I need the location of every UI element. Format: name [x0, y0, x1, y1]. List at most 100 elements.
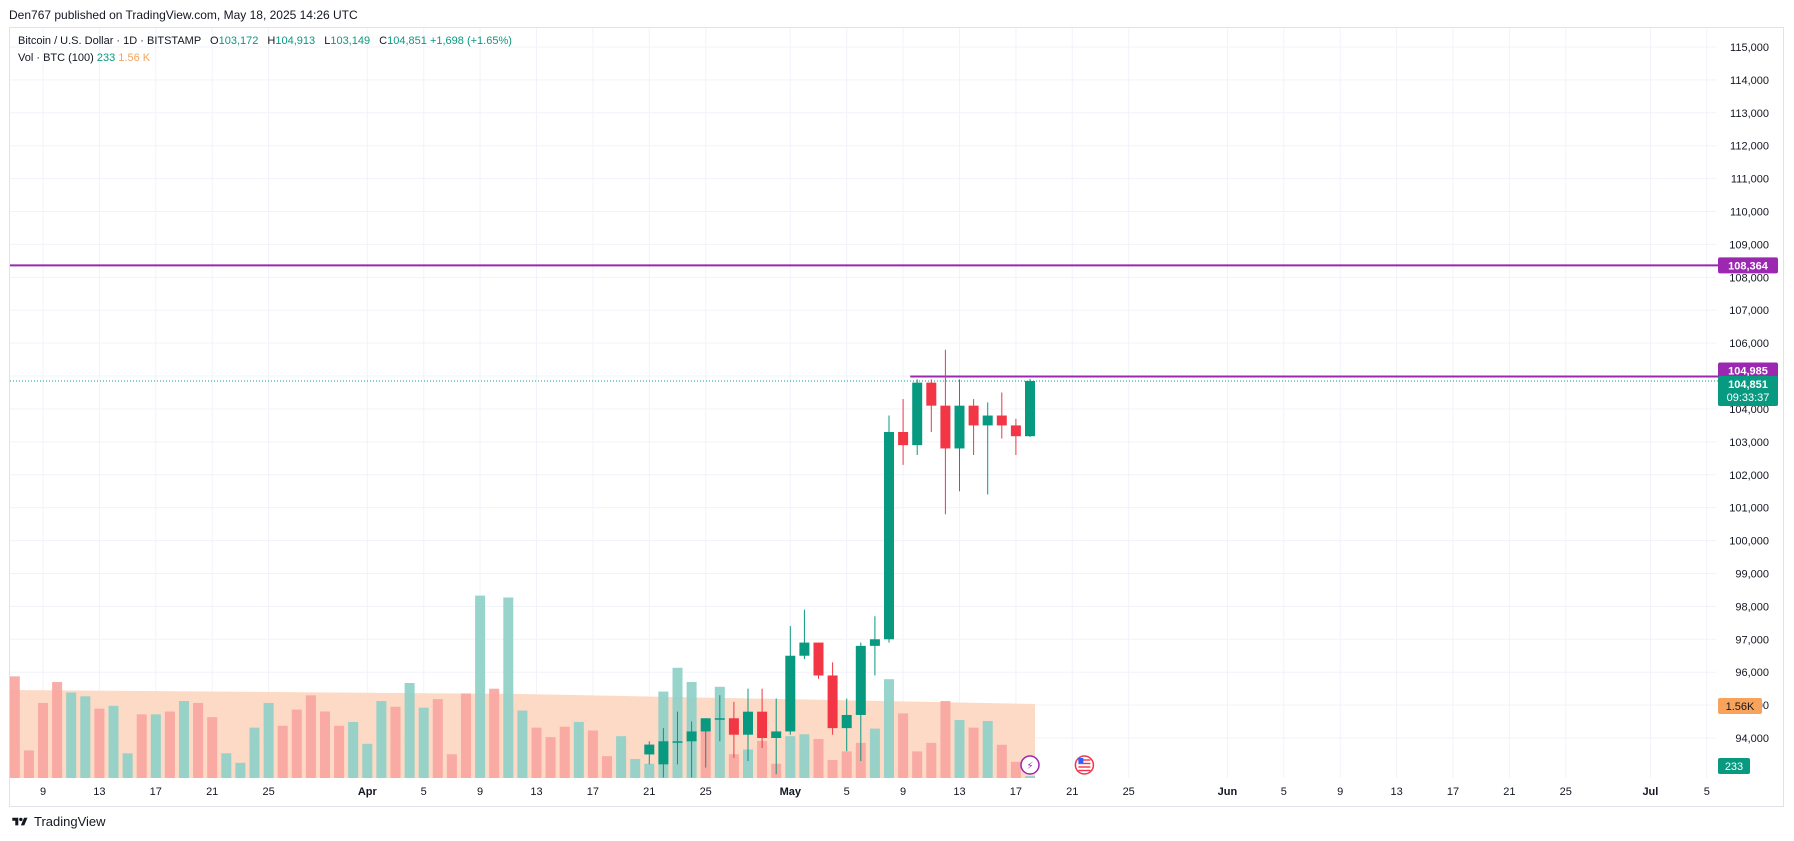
volume-bar[interactable]: [1010, 761, 1021, 778]
volume-bar[interactable]: [573, 721, 584, 778]
volume-bar[interactable]: [94, 708, 105, 778]
price-tag-104985[interactable]: [1718, 362, 1778, 379]
volume-bar[interactable]: [334, 725, 345, 778]
candle-body[interactable]: [813, 642, 824, 676]
volume-bar[interactable]: [644, 763, 655, 778]
volume-bar[interactable]: [193, 702, 204, 778]
candle-body[interactable]: [954, 405, 965, 449]
volume-bar[interactable]: [235, 762, 246, 778]
volume-bar[interactable]: [616, 736, 627, 778]
candle-body[interactable]: [757, 711, 768, 738]
candle-body[interactable]: [644, 744, 655, 755]
volume-bar[interactable]: [108, 705, 119, 778]
volume-bar[interactable]: [489, 688, 500, 778]
volume-bar[interactable]: [305, 695, 316, 778]
volume-bar[interactable]: [757, 740, 768, 778]
volume-bar[interactable]: [348, 721, 359, 778]
candle-body[interactable]: [700, 718, 711, 732]
volume-bar[interactable]: [52, 682, 63, 778]
candle-body[interactable]: [940, 405, 951, 449]
candle-body[interactable]: [884, 431, 894, 640]
volume-bar[interactable]: [996, 744, 1007, 778]
candle-body[interactable]: [799, 642, 810, 656]
volume-bar[interactable]: [869, 728, 880, 778]
volume-bar[interactable]: [926, 742, 937, 778]
candle-body[interactable]: [672, 741, 683, 743]
volume-bar[interactable]: [475, 595, 486, 778]
volume-bar[interactable]: [968, 727, 979, 778]
volume-bar[interactable]: [446, 754, 457, 778]
volume-bar[interactable]: [912, 751, 923, 778]
volume-bar[interactable]: [390, 706, 401, 778]
volume-bar[interactable]: [122, 753, 133, 778]
volume-bar[interactable]: [207, 717, 218, 778]
candle-body[interactable]: [1010, 425, 1021, 437]
volume-bar[interactable]: [531, 727, 542, 778]
volume-bar[interactable]: [221, 753, 232, 778]
volume-bar[interactable]: [785, 736, 796, 778]
volume-bar[interactable]: [728, 754, 739, 778]
volume-bar[interactable]: [136, 714, 147, 778]
candle-body[interactable]: [728, 718, 739, 735]
volume-bar[interactable]: [954, 720, 965, 778]
candle-body[interactable]: [898, 431, 909, 446]
volume-bar[interactable]: [320, 711, 330, 779]
volume-bar[interactable]: [827, 759, 838, 778]
lightning-event-icon[interactable]: [1020, 755, 1040, 775]
volume-bar[interactable]: [249, 727, 260, 778]
candle-body[interactable]: [968, 405, 979, 426]
volume-bar[interactable]: [376, 701, 387, 778]
candle-body[interactable]: [841, 714, 852, 729]
volume-bar[interactable]: [517, 710, 528, 778]
us-flag-event-icon[interactable]: [1074, 755, 1095, 775]
candle-body[interactable]: [926, 382, 937, 406]
volume-bar[interactable]: [461, 693, 471, 778]
volume-bar[interactable]: [898, 713, 909, 778]
volume-bar[interactable]: [630, 759, 641, 778]
volume-label[interactable]: Vol · BTC (100): [18, 52, 94, 64]
volume-bar[interactable]: [602, 756, 612, 778]
volume-bar[interactable]: [66, 692, 77, 779]
candle-body[interactable]: [743, 711, 753, 735]
volume-bar[interactable]: [940, 701, 951, 778]
volume-bar[interactable]: [277, 725, 288, 778]
last-price-tag[interactable]: [1718, 375, 1778, 406]
candle-body[interactable]: [785, 655, 796, 732]
volume-bar[interactable]: [179, 701, 189, 778]
volume-bar[interactable]: [982, 721, 993, 778]
volume-bar[interactable]: [799, 734, 810, 778]
volume-bar[interactable]: [587, 730, 598, 779]
volume-last-tag[interactable]: [1718, 758, 1750, 774]
volume-bar[interactable]: [263, 702, 274, 778]
symbol-name[interactable]: Bitcoin / U.S. Dollar · 1D · BITSTAMP: [18, 35, 201, 47]
candle-body[interactable]: [771, 731, 782, 738]
candle-body[interactable]: [912, 382, 923, 446]
volume-bar[interactable]: [503, 597, 514, 779]
volume-bar[interactable]: [545, 737, 556, 778]
volume-bar[interactable]: [841, 751, 852, 778]
volume-bar[interactable]: [291, 709, 302, 778]
volume-bar[interactable]: [404, 683, 415, 778]
volume-bar[interactable]: [23, 750, 34, 778]
volume-ma-tag[interactable]: [1718, 698, 1762, 714]
volume-bar[interactable]: [432, 699, 443, 778]
volume-bar[interactable]: [813, 739, 824, 778]
volume-bar[interactable]: [418, 707, 429, 778]
candle-body[interactable]: [982, 415, 993, 426]
volume-bar[interactable]: [150, 714, 161, 778]
candle-body[interactable]: [1025, 380, 1035, 437]
volume-bar[interactable]: [362, 743, 373, 778]
price-tag-108364[interactable]: [1718, 257, 1778, 274]
volume-bar[interactable]: [884, 679, 894, 778]
candle-body[interactable]: [714, 718, 725, 720]
footer-brand[interactable]: TradingView: [10, 814, 106, 829]
candle-body[interactable]: [686, 731, 697, 742]
candle-body[interactable]: [869, 639, 880, 646]
candle-body[interactable]: [996, 415, 1007, 426]
volume-bar[interactable]: [80, 696, 91, 778]
volume-bar[interactable]: [9, 676, 20, 778]
volume-bar[interactable]: [1025, 776, 1035, 778]
volume-bar[interactable]: [38, 702, 48, 778]
candle-body[interactable]: [658, 741, 669, 765]
